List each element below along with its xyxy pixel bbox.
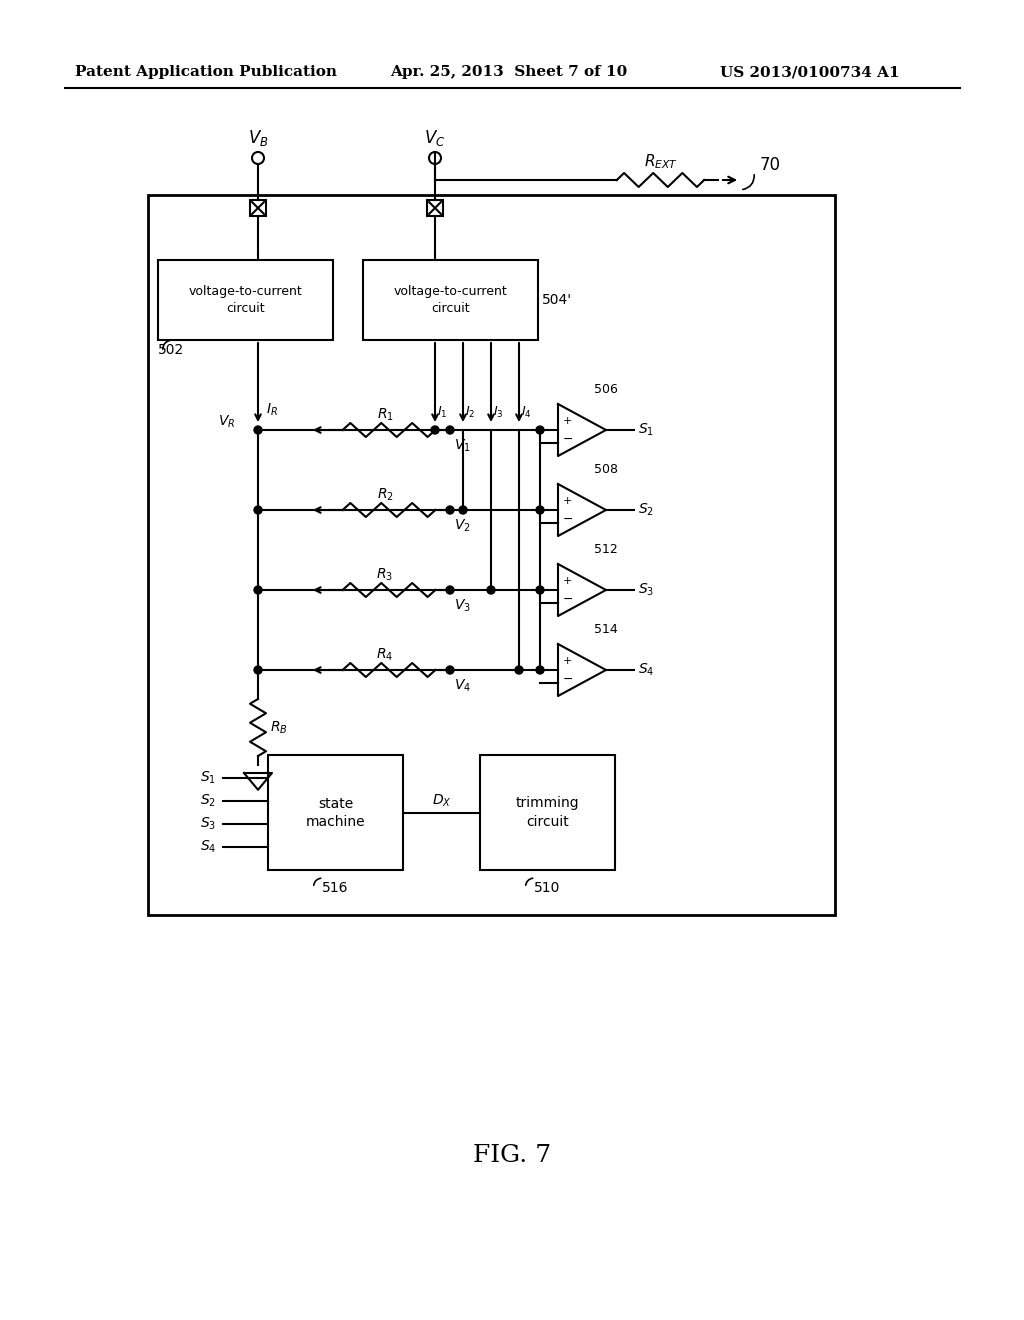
Text: $D_X$: $D_X$: [432, 792, 452, 809]
Text: −: −: [563, 512, 573, 525]
Text: $S_2$: $S_2$: [200, 793, 216, 809]
Circle shape: [536, 506, 544, 513]
Circle shape: [254, 667, 262, 675]
Text: $S_3$: $S_3$: [638, 582, 654, 598]
Text: 516: 516: [323, 880, 349, 895]
Text: $S_4$: $S_4$: [638, 661, 654, 678]
Text: $R_2$: $R_2$: [377, 487, 393, 503]
Circle shape: [446, 667, 454, 675]
Text: −: −: [563, 672, 573, 685]
Text: +: +: [563, 416, 572, 426]
Circle shape: [515, 667, 523, 675]
Text: $R_1$: $R_1$: [377, 407, 393, 424]
Text: $R_3$: $R_3$: [377, 566, 393, 583]
Circle shape: [431, 426, 439, 434]
Text: $V_C$: $V_C$: [424, 128, 445, 148]
Circle shape: [254, 506, 262, 513]
Text: $I_2$: $I_2$: [465, 404, 475, 420]
Circle shape: [536, 667, 544, 675]
Text: $V_B$: $V_B$: [248, 128, 268, 148]
Text: $S_1$: $S_1$: [200, 770, 216, 787]
Text: Patent Application Publication: Patent Application Publication: [75, 65, 337, 79]
Text: trimming: trimming: [516, 796, 580, 810]
Text: $S_2$: $S_2$: [638, 502, 654, 519]
Bar: [148, 195, 835, 915]
Bar: [250, 201, 266, 216]
Text: +: +: [563, 496, 572, 506]
Text: $S_3$: $S_3$: [200, 816, 216, 832]
Text: US 2013/0100734 A1: US 2013/0100734 A1: [720, 65, 900, 79]
Text: 502: 502: [158, 343, 184, 356]
Text: Apr. 25, 2013  Sheet 7 of 10: Apr. 25, 2013 Sheet 7 of 10: [390, 65, 628, 79]
Text: $I_4$: $I_4$: [521, 404, 531, 420]
Text: +: +: [563, 656, 572, 667]
Text: $I_R$: $I_R$: [266, 401, 278, 418]
Text: FIG. 7: FIG. 7: [473, 1143, 551, 1167]
Text: machine: machine: [306, 814, 366, 829]
Text: 506: 506: [594, 383, 617, 396]
Circle shape: [446, 506, 454, 513]
Text: 514: 514: [594, 623, 617, 636]
Text: 504': 504': [542, 293, 572, 308]
Text: $V_4$: $V_4$: [454, 677, 471, 694]
Text: $V_2$: $V_2$: [454, 517, 471, 535]
Text: $V_3$: $V_3$: [454, 598, 471, 614]
Circle shape: [254, 586, 262, 594]
Text: circuit: circuit: [226, 302, 265, 315]
Text: $I_3$: $I_3$: [493, 404, 504, 420]
Bar: [362, 260, 538, 341]
Text: −: −: [563, 593, 573, 606]
Circle shape: [459, 506, 467, 513]
Circle shape: [446, 586, 454, 594]
Text: circuit: circuit: [526, 814, 569, 829]
Text: voltage-to-current: voltage-to-current: [188, 285, 302, 297]
Bar: [427, 201, 443, 216]
Circle shape: [536, 586, 544, 594]
Text: +: +: [563, 576, 572, 586]
Text: circuit: circuit: [431, 302, 470, 315]
Text: $V_1$: $V_1$: [454, 438, 471, 454]
Circle shape: [254, 426, 262, 434]
Text: 508: 508: [594, 463, 618, 477]
Text: $S_4$: $S_4$: [200, 838, 216, 855]
Text: 70: 70: [760, 156, 781, 174]
Bar: [268, 755, 403, 870]
Bar: [480, 755, 615, 870]
Text: $I_1$: $I_1$: [437, 404, 447, 420]
Text: voltage-to-current: voltage-to-current: [393, 285, 507, 297]
Text: −: −: [563, 433, 573, 446]
Circle shape: [536, 426, 544, 434]
Text: 512: 512: [594, 543, 617, 556]
Text: $R_4$: $R_4$: [377, 647, 393, 663]
Text: $R_B$: $R_B$: [270, 719, 288, 735]
Text: $R_{EXT}$: $R_{EXT}$: [643, 153, 678, 172]
Bar: [158, 260, 333, 341]
Text: 510: 510: [535, 880, 561, 895]
Text: state: state: [317, 796, 353, 810]
Text: $V_R$: $V_R$: [218, 413, 236, 430]
Circle shape: [446, 426, 454, 434]
Circle shape: [487, 586, 495, 594]
Text: $S_1$: $S_1$: [638, 422, 654, 438]
